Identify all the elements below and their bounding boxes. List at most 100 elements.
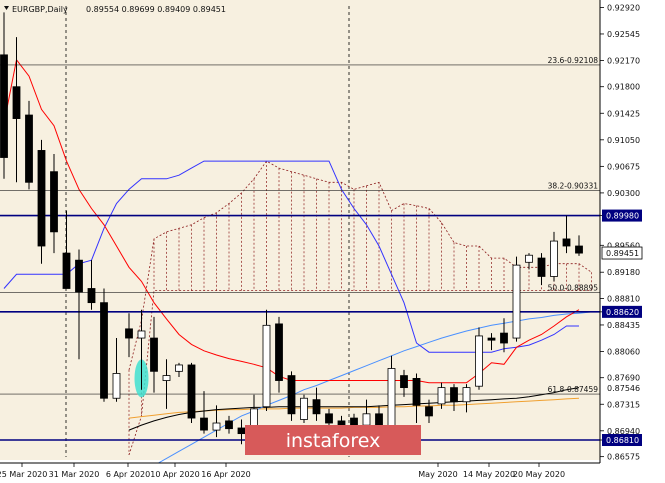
price-tick-label: 0.91425 <box>607 109 640 118</box>
candlestick[interactable] <box>437 382 446 409</box>
bear-candle-body[interactable] <box>0 54 8 158</box>
price-tick-label: 0.88810 <box>607 294 640 303</box>
candlestick[interactable] <box>125 313 133 358</box>
candlestick[interactable] <box>200 391 208 434</box>
candlestick[interactable] <box>137 309 146 390</box>
candlestick[interactable] <box>500 318 508 353</box>
bear-candle-body[interactable] <box>400 375 408 389</box>
kijun-line <box>3 160 579 353</box>
ichimoku-cloud <box>128 160 592 456</box>
bull-candle-body[interactable] <box>362 413 371 426</box>
bear-candle-body[interactable] <box>75 259 83 293</box>
bull-candle-body[interactable] <box>112 373 121 399</box>
candlestick[interactable] <box>25 100 33 190</box>
time-tick-label: 20 May 2020 <box>513 470 565 479</box>
collapse-arrow-icon[interactable] <box>4 6 9 10</box>
cloud-span-a <box>128 160 592 370</box>
bull-candle-body[interactable] <box>437 387 446 405</box>
level-price-label: 0.89980 <box>606 212 639 221</box>
candlestick[interactable] <box>75 249 83 360</box>
bear-candle-body[interactable] <box>225 420 233 430</box>
candlestick[interactable] <box>537 253 546 285</box>
candlestick[interactable] <box>12 37 21 183</box>
bear-candle-body[interactable] <box>200 417 208 431</box>
bear-candle-body[interactable] <box>325 413 333 424</box>
bear-candle-body[interactable] <box>287 375 296 415</box>
plot-area[interactable] <box>0 0 600 460</box>
bull-candle-body[interactable] <box>300 397 308 420</box>
bull-candle-body[interactable] <box>475 335 483 387</box>
candlestick[interactable] <box>425 399 433 424</box>
bear-candle-body[interactable] <box>275 323 283 381</box>
bear-candle-body[interactable] <box>25 114 33 183</box>
price-tick-label: 0.88435 <box>607 321 640 330</box>
bear-candle-body[interactable] <box>487 337 496 341</box>
bear-candle-body[interactable] <box>500 332 508 344</box>
bear-candle-body[interactable] <box>412 378 421 406</box>
bear-candle-body[interactable] <box>125 328 133 339</box>
candlestick[interactable] <box>525 253 533 270</box>
bull-candle-body[interactable] <box>550 240 558 277</box>
time-tick-label: 31 Mar 2020 <box>49 470 100 479</box>
candlestick[interactable] <box>0 12 8 179</box>
bull-candle-body[interactable] <box>212 422 221 431</box>
candlestick[interactable] <box>112 338 121 402</box>
candlestick[interactable] <box>262 309 271 411</box>
bull-candle-body[interactable] <box>175 364 183 372</box>
price-tick-label: 0.89560 <box>607 241 640 250</box>
bear-candle-body[interactable] <box>562 238 571 247</box>
bull-candle-body[interactable] <box>162 375 171 381</box>
candlestick[interactable] <box>512 256 521 342</box>
candlestick[interactable] <box>275 316 283 393</box>
candlestick[interactable] <box>300 394 308 424</box>
bear-candle-body[interactable] <box>450 387 458 403</box>
candlestick[interactable] <box>225 415 233 434</box>
bull-candle-body[interactable] <box>137 330 146 339</box>
bear-candle-body[interactable] <box>37 150 46 247</box>
bear-candle-body[interactable] <box>50 171 58 233</box>
candlestick[interactable] <box>50 153 58 254</box>
candlestick[interactable] <box>562 215 571 254</box>
candlestick[interactable] <box>287 371 296 421</box>
candlestick[interactable] <box>187 362 196 424</box>
candlestick[interactable] <box>475 327 483 390</box>
candlestick[interactable] <box>400 369 408 397</box>
bear-candle-body[interactable] <box>575 245 583 254</box>
candlestick[interactable] <box>487 333 496 351</box>
price-tick-label: 0.87690 <box>607 374 640 383</box>
price-tick-label: 0.88060 <box>607 348 640 357</box>
bear-candle-body[interactable] <box>237 427 246 435</box>
bear-candle-body[interactable] <box>537 257 546 277</box>
bear-candle-body[interactable] <box>100 302 108 399</box>
candlestick[interactable] <box>162 359 171 409</box>
bull-candle-body[interactable] <box>387 368 396 433</box>
candlestick[interactable] <box>212 405 221 438</box>
bull-candle-body[interactable] <box>525 254 533 263</box>
bear-candle-body[interactable] <box>12 86 21 119</box>
bear-candle-body[interactable] <box>187 364 196 419</box>
candlestick[interactable] <box>175 362 183 377</box>
candlestick[interactable] <box>312 387 321 421</box>
bear-candle-body[interactable] <box>62 252 71 289</box>
bear-candle-body[interactable] <box>425 406 433 417</box>
candlesticks[interactable] <box>0 12 583 445</box>
candlestick[interactable] <box>62 210 71 289</box>
bear-candle-body[interactable] <box>312 399 321 415</box>
candlestick[interactable] <box>462 384 471 413</box>
bull-candle-body[interactable] <box>262 324 271 408</box>
candlestick[interactable] <box>550 231 558 282</box>
bear-candle-body[interactable] <box>350 417 358 426</box>
candlestick[interactable] <box>150 316 158 393</box>
candlestick[interactable] <box>37 139 46 264</box>
candlestick[interactable] <box>412 373 421 424</box>
candlestick[interactable] <box>100 288 108 402</box>
bull-candle-body[interactable] <box>512 264 521 339</box>
time-tick-label: 10 Apr 2020 <box>150 470 199 479</box>
candlestick[interactable] <box>575 235 583 256</box>
bear-candle-body[interactable] <box>87 288 96 304</box>
candlestick[interactable] <box>450 384 458 411</box>
bear-candle-body[interactable] <box>150 337 158 372</box>
bull-candle-body[interactable] <box>462 387 471 403</box>
candlestick[interactable] <box>87 260 96 310</box>
